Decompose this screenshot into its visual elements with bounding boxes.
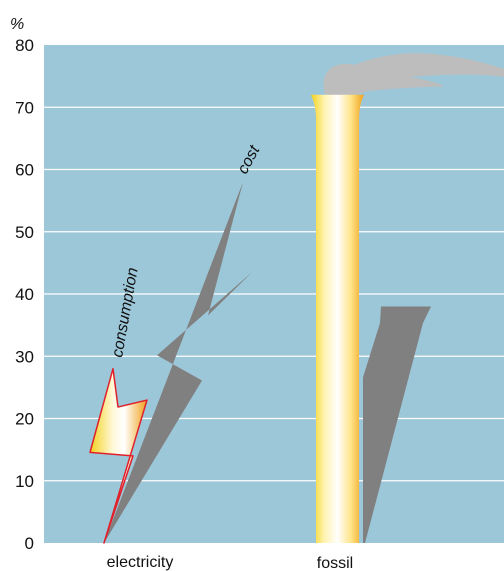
category-label-electricity: electricity bbox=[107, 554, 174, 571]
y-tick-label-10: 10 bbox=[15, 472, 34, 491]
y-tick-label-50: 50 bbox=[15, 223, 34, 242]
y-tick-label-40: 40 bbox=[15, 285, 34, 304]
y-tick-label-70: 70 bbox=[15, 98, 34, 117]
cost-mark-electricity bbox=[104, 181, 252, 543]
consumption-mark-fossil bbox=[311, 53, 504, 544]
y-tick-label-30: 30 bbox=[15, 347, 34, 366]
chimney-bar bbox=[311, 94, 364, 544]
y-tick-label-60: 60 bbox=[15, 161, 34, 180]
y-axis-ticks: 0 10 20 30 40 50 60 70 80 bbox=[15, 36, 34, 553]
y-tick-label-0: 0 bbox=[25, 534, 34, 553]
category-label-fossil: fossil bbox=[317, 555, 353, 571]
smoke-plume bbox=[323, 53, 504, 97]
consumption-mark-electricity bbox=[89, 367, 148, 544]
y-unit-label: % bbox=[10, 16, 24, 33]
y-tick-label-80: 80 bbox=[15, 36, 34, 55]
cost-mark-fossil bbox=[363, 306, 431, 543]
y-tick-label-20: 20 bbox=[15, 410, 34, 429]
